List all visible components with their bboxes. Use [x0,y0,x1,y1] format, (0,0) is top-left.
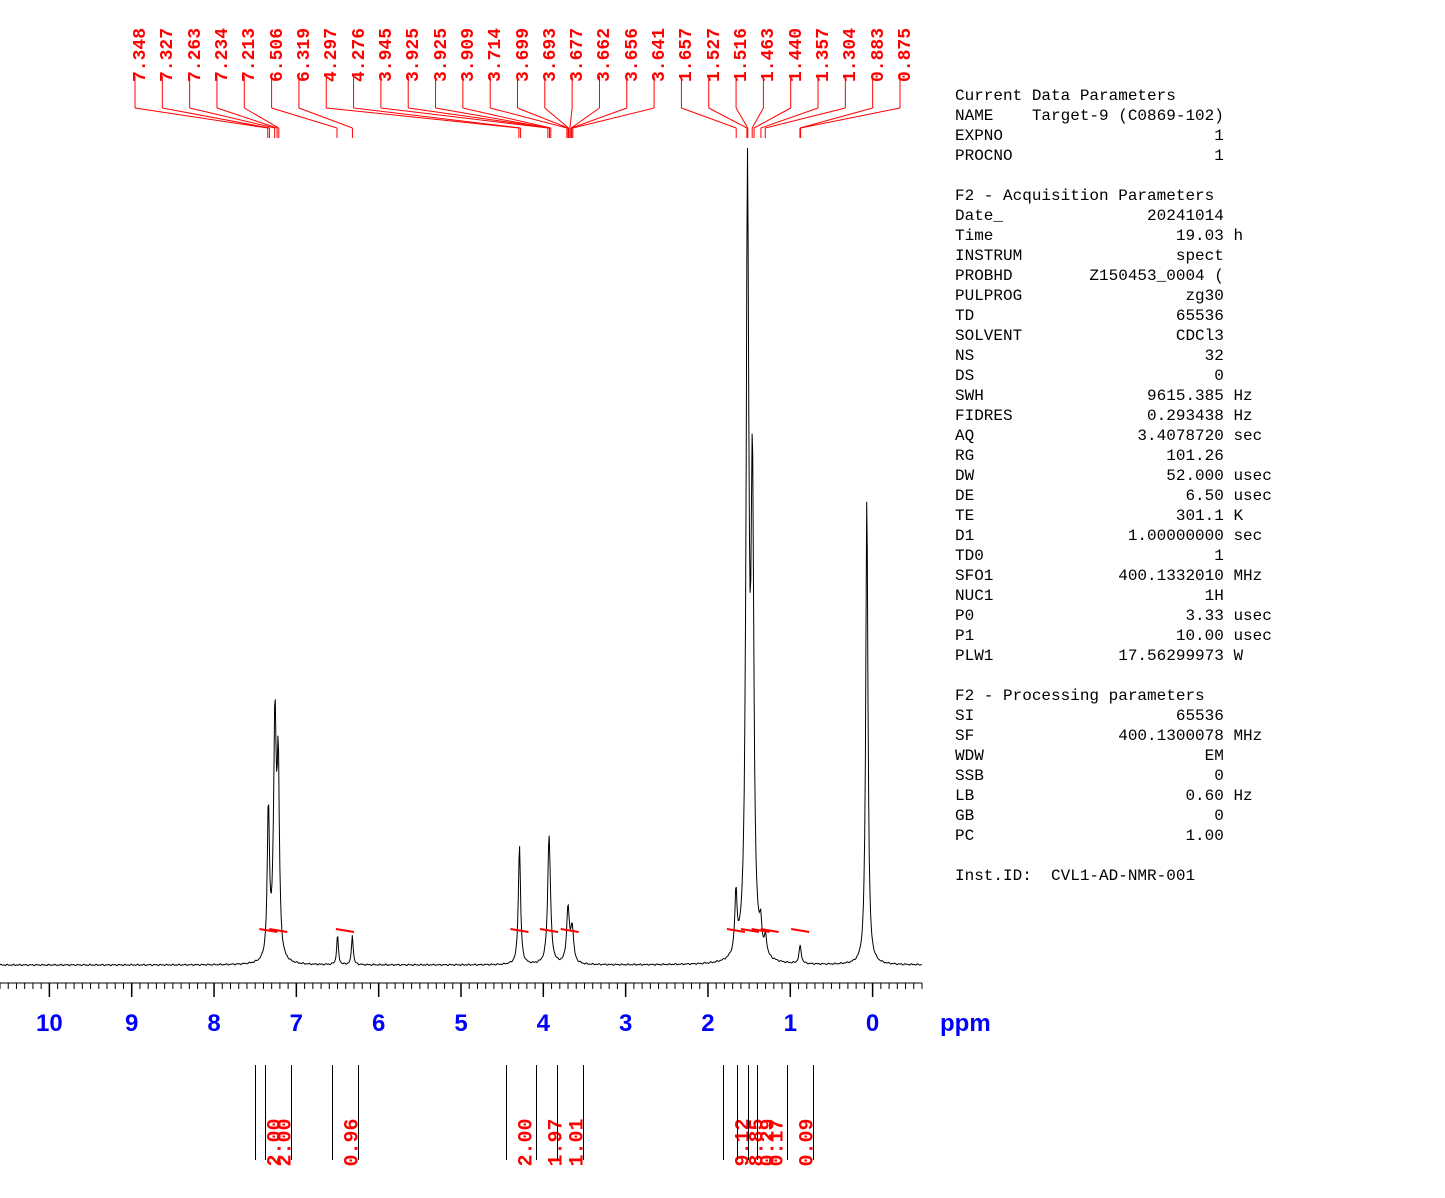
integral-separator [723,1065,724,1160]
axis-unit-label: ppm [940,1010,991,1038]
axis-tick-label: 2 [683,1010,733,1038]
peak-ppm-label: 1.657 [677,28,697,82]
peak-ppm-label: 3.677 [568,28,588,82]
peak-ppm-label: 4.276 [350,28,370,82]
peak-ppm-label: 1.516 [732,28,752,82]
peak-ppm-label: 3.945 [377,28,397,82]
integral-value-label: 0.09 [797,1118,820,1166]
peak-ppm-label: 4.297 [322,28,342,82]
integral-separator [291,1065,292,1160]
peak-ppm-label: 6.506 [268,28,288,82]
axis-tick-label: 4 [518,1010,568,1038]
integral-value-label: 0.17 [766,1118,789,1166]
peak-ppm-label: 0.883 [869,28,889,82]
peak-ppm-label: 7.327 [158,28,178,82]
peak-ppm-label: 3.693 [541,28,561,82]
peak-ppm-label: 3.662 [595,28,615,82]
peak-ppm-label: 6.319 [295,28,315,82]
axis-tick-label: 5 [436,1010,486,1038]
peak-ppm-label: 3.699 [514,28,534,82]
peak-ppm-label: 1.357 [814,28,834,82]
peak-ppm-label: 1.440 [787,28,807,82]
axis-tick-label: 7 [271,1010,321,1038]
peak-ppm-label: 3.714 [486,28,506,82]
peak-ppm-label: 7.263 [186,28,206,82]
integral-separator [506,1065,507,1160]
peak-ppm-label: 3.656 [623,28,643,82]
axis-tick-label: 10 [24,1010,74,1038]
integral-separator [332,1065,333,1160]
peak-ppm-label: 3.909 [459,28,479,82]
axis-tick-label: 1 [765,1010,815,1038]
axis-tick-label: 6 [354,1010,404,1038]
integral-separator [536,1065,537,1160]
integral-separator [557,1065,558,1160]
integral-separator [787,1065,788,1160]
integral-separator [583,1065,584,1160]
axis-tick-label: 8 [189,1010,239,1038]
peak-ppm-label: 1.527 [705,28,725,82]
integral-separator [757,1065,758,1160]
integral-separator [813,1065,814,1160]
integral-value-label: 2.00 [275,1118,298,1166]
integral-separator [255,1065,256,1160]
peak-ppm-label: 1.463 [759,28,779,82]
peak-ppm-label: 1.304 [841,28,861,82]
nmr-spectrum-plot [0,0,940,1000]
integral-value-label: 1.01 [566,1118,589,1166]
integral-value-label: 0.96 [341,1118,364,1166]
peak-ppm-label: 3.925 [404,28,424,82]
integral-separator [358,1065,359,1160]
peak-ppm-label: 7.348 [131,28,151,82]
integral-separator [265,1065,266,1160]
peak-ppm-label: 0.875 [896,28,916,82]
peak-ppm-label: 3.641 [650,28,670,82]
axis-tick-label: 9 [107,1010,157,1038]
peak-ppm-label: 7.213 [240,28,260,82]
axis-tick-label: 0 [848,1010,898,1038]
peak-ppm-label: 3.925 [432,28,452,82]
axis-tick-label: 3 [601,1010,651,1038]
peak-ppm-label: 7.234 [213,28,233,82]
integral-separator [737,1065,738,1160]
integral-separator [748,1065,749,1160]
nmr-parameter-panel: Current Data Parameters NAME Target-9 (C… [955,86,1425,886]
